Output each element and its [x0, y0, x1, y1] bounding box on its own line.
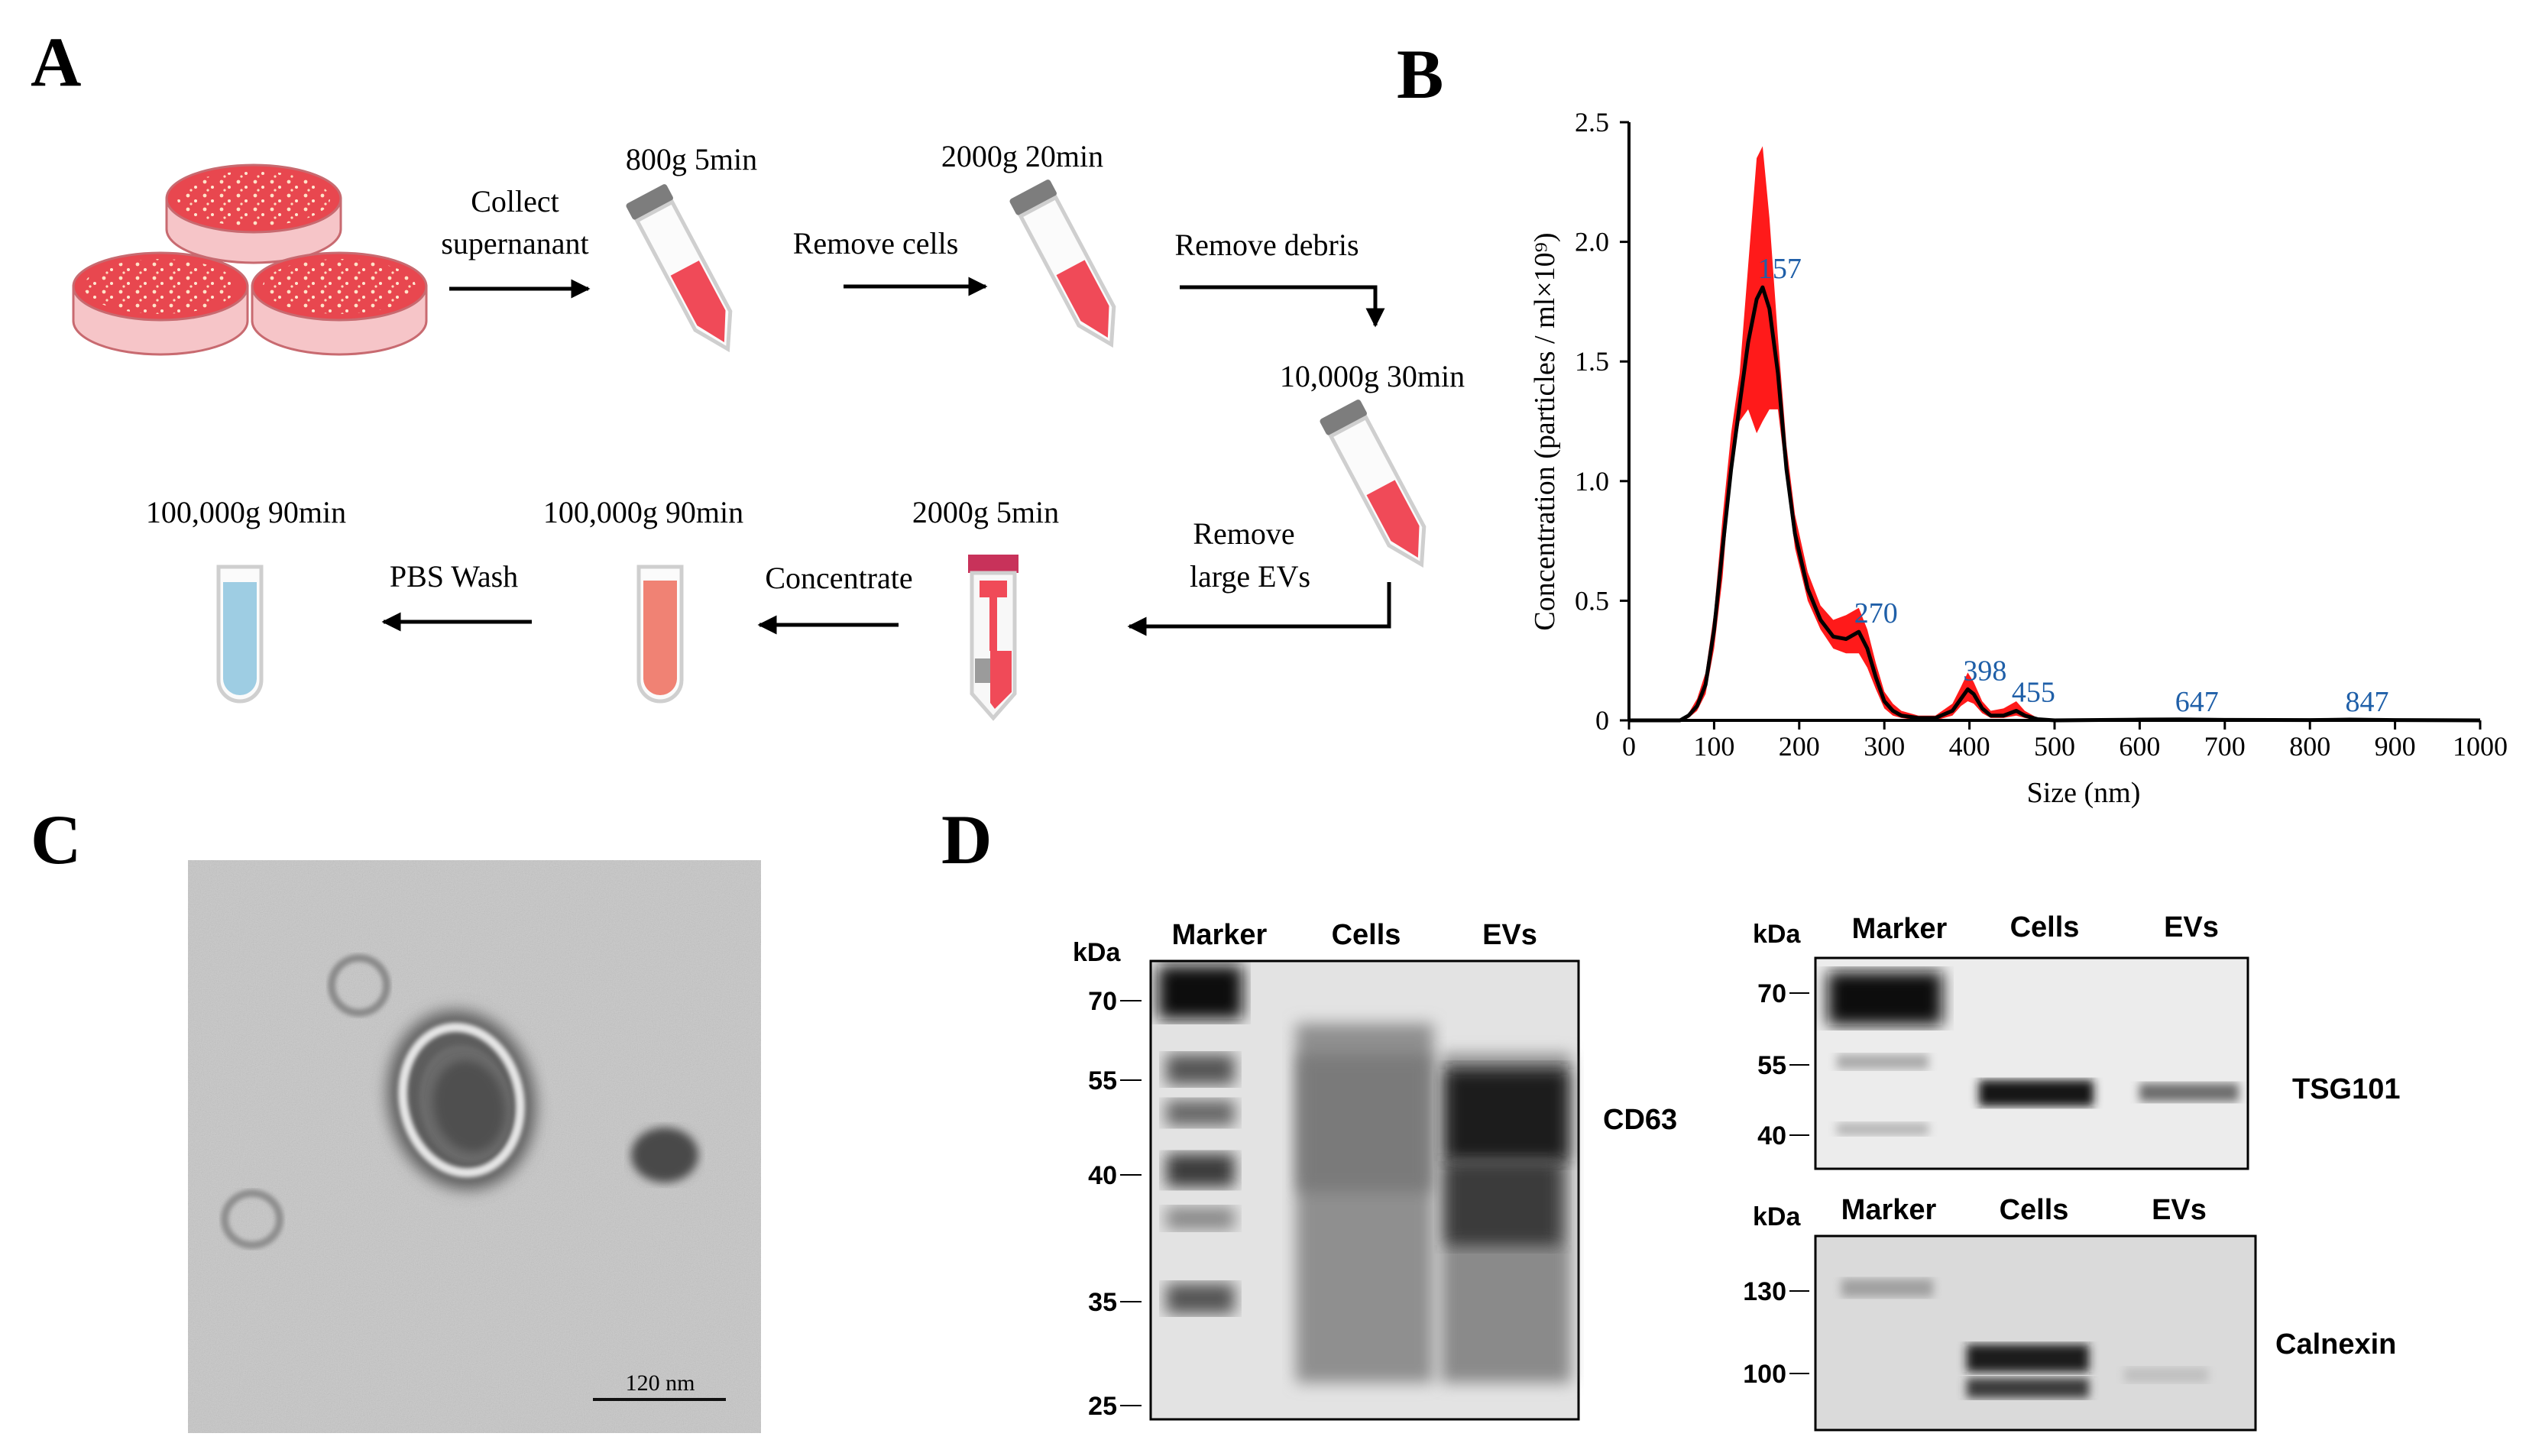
- mw-label: 55: [1088, 1066, 1117, 1095]
- mw-label: 70: [1088, 987, 1117, 1016]
- x-tick-label: 900: [2375, 731, 2416, 762]
- mw-label: 130: [1743, 1277, 1786, 1306]
- nta-peak-label: 157: [1758, 253, 1802, 285]
- workflow-diagram: Collect supernanant 800g 5min Remove cel…: [72, 139, 1465, 721]
- protein-label-tsg101: TSG101: [2292, 1073, 2401, 1105]
- nta-peak-label: 398: [1963, 655, 2006, 687]
- lane-label-cells: Cells: [2000, 1194, 2069, 1226]
- mw-markers: 70 55 40 35 25: [1088, 987, 1142, 1421]
- panel-label-b: B: [1397, 35, 1443, 113]
- blot-tsg101: kDa Marker Cells EVs 70 55 40 TSG101: [1753, 911, 2401, 1170]
- y-tick-label: 2.5: [1575, 107, 1609, 138]
- x-tick-label: 600: [2119, 731, 2160, 762]
- x-tick-label: 100: [1693, 731, 1734, 762]
- x-tick-label: 200: [1779, 731, 1820, 762]
- spin-label-4: 2000g 5min: [912, 495, 1059, 529]
- lane-label-marker: Marker: [1852, 913, 1948, 945]
- nta-chart: 0 100 200 300 400 500 600 700 800 900 1000 0 0.5 1.0 1…: [1529, 107, 2508, 809]
- spin-label-5: 100,000g 90min: [543, 495, 743, 529]
- arrow: [1180, 285, 1385, 328]
- nta-peak-label: 847: [2346, 686, 2389, 718]
- arrow: [1127, 582, 1391, 636]
- culture-dish: [72, 251, 249, 356]
- step-label-concentrate: Concentrate: [765, 561, 912, 595]
- centrifuge-tube: [626, 184, 733, 353]
- exosome-vesicle: [387, 1010, 536, 1190]
- spin-label-3: 10,000g 30min: [1280, 359, 1465, 393]
- mw-label: 35: [1088, 1288, 1117, 1317]
- mw-label: 100: [1743, 1360, 1786, 1389]
- x-tick-label: 0: [1622, 731, 1636, 762]
- x-tick-label: 800: [2289, 731, 2330, 762]
- panel-label-d: D: [941, 801, 992, 878]
- centrifuge-tube: [1320, 400, 1427, 568]
- nta-peak-label: 455: [2012, 676, 2055, 708]
- lane-label-cells: Cells: [2010, 911, 2080, 943]
- step-label-remove-large: Remove: [1193, 516, 1294, 551]
- nta-confidence-band: [1629, 146, 2480, 720]
- lane-label-marker: Marker: [1172, 919, 1268, 951]
- step-label-remove-cells: Remove cells: [793, 226, 959, 260]
- culture-dishes: [72, 163, 428, 356]
- ultracentrifuge-tube: [216, 565, 264, 704]
- protein-label-calnexin: Calnexin: [2275, 1328, 2396, 1361]
- x-tick-label: 1000: [2453, 731, 2508, 762]
- lane-label-evs: EVs: [2164, 911, 2219, 943]
- culture-dish: [165, 163, 342, 264]
- mw-label: 40: [1088, 1161, 1117, 1190]
- lane-label-evs: EVs: [2152, 1194, 2207, 1226]
- lane-label-evs: EVs: [1482, 919, 1537, 951]
- nta-y-axis-title: Concentration (particles / ml×10⁹): [1529, 232, 1561, 630]
- panel-label-c: C: [31, 801, 81, 878]
- mw-markers: 130 100: [1743, 1277, 1809, 1389]
- spin-label-1: 800g 5min: [626, 142, 757, 176]
- y-tick-label: 2.0: [1575, 227, 1609, 257]
- mw-label: 70: [1757, 979, 1786, 1008]
- ultrafiltration-tube: [968, 555, 1018, 721]
- x-tick-label: 300: [1864, 731, 1905, 762]
- step-label-remove-debris: Remove debris: [1174, 228, 1359, 262]
- protein-label-cd63: CD63: [1603, 1104, 1677, 1136]
- nta-axes: 0 100 200 300 400 500 600 700 800 900 1000 0 0.5 1.0 1…: [1575, 107, 2508, 762]
- tem-image: 120 nm: [188, 860, 761, 1433]
- step-label-remove-large-2: large EVs: [1190, 559, 1310, 594]
- nta-x-axis-title: Size (nm): [2027, 777, 2141, 809]
- y-tick-label: 1.5: [1575, 346, 1609, 377]
- panel-label-a: A: [31, 23, 81, 101]
- nta-peak-label: 647: [2175, 686, 2219, 718]
- x-tick-label: 500: [2034, 731, 2075, 762]
- kda-label: kDa: [1753, 920, 1801, 949]
- culture-dish: [251, 251, 428, 356]
- kda-label: kDa: [1073, 938, 1121, 967]
- step-label-pbs-wash: PBS Wash: [390, 559, 518, 594]
- y-tick-label: 1.0: [1575, 466, 1609, 497]
- nta-peak-label: 270: [1854, 597, 1898, 629]
- mw-label: 40: [1757, 1121, 1786, 1150]
- blot-cd63: kDa Marker Cells EVs 70 55 40 35 25: [1073, 919, 1677, 1421]
- lane-label-cells: Cells: [1332, 919, 1401, 951]
- y-tick-label: 0.5: [1575, 585, 1609, 616]
- step-label-collect: Collect: [471, 184, 559, 218]
- mw-markers: 70 55 40: [1757, 979, 1809, 1150]
- mw-label: 25: [1088, 1392, 1117, 1421]
- nta-band: [1629, 146, 2480, 720]
- scale-bar-label: 120 nm: [626, 1370, 695, 1396]
- mw-label: 55: [1757, 1051, 1786, 1080]
- y-tick-label: 0: [1595, 705, 1609, 736]
- x-tick-label: 400: [1949, 731, 1990, 762]
- ultracentrifuge-tube: [636, 565, 684, 704]
- kda-label: kDa: [1753, 1202, 1801, 1231]
- blot-calnexin: kDa Marker Cells EVs 130 100 Calnexin: [1743, 1194, 2396, 1432]
- spin-label-6: 100,000g 90min: [146, 495, 346, 529]
- lane-label-marker: Marker: [1841, 1194, 1937, 1226]
- spin-label-2: 2000g 20min: [941, 139, 1103, 173]
- centrifuge-tube: [1009, 180, 1116, 348]
- step-label-collect-2: supernanant: [441, 226, 588, 260]
- x-tick-label: 700: [2204, 731, 2246, 762]
